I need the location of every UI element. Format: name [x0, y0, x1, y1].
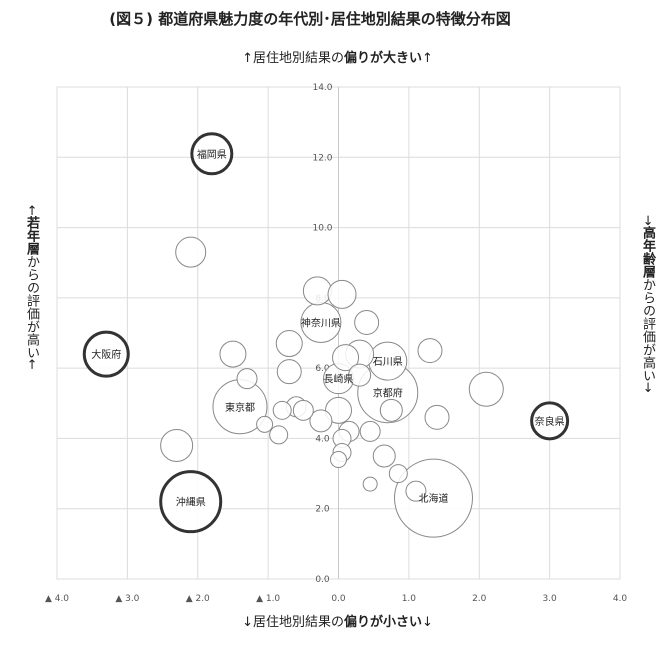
- axis-top-label: ↑居住地別結果の偏りが大きい↑: [55, 47, 620, 66]
- axis-bottom-label: ↓居住地別結果の偏りが小さい↓: [55, 611, 620, 630]
- axis-bottom-label-post: ↓: [422, 615, 433, 630]
- x-tick-label: 0.0: [331, 594, 346, 604]
- bubble: [236, 368, 258, 390]
- bubble: [325, 396, 352, 424]
- bubble: [256, 415, 274, 433]
- chart-title: (図５) 都道府県魅力度の年代別･居住地別結果の特徴分布図: [109, 10, 511, 28]
- axis-top-label-bold: 偏りが大きい: [343, 51, 422, 66]
- bubble: [362, 476, 378, 492]
- bubble-大阪府: [82, 330, 130, 378]
- bubble: [388, 464, 408, 484]
- bubble: [269, 425, 289, 445]
- bubble: [276, 359, 302, 385]
- bubble-label: 沖縄県: [176, 496, 206, 509]
- bubble: [309, 409, 333, 433]
- y-tick-label: 12.0: [312, 153, 332, 163]
- bubble-label: 石川県: [373, 356, 403, 368]
- y-tick-label: 10.0: [312, 224, 332, 234]
- bubble-label: 北海道: [419, 492, 449, 505]
- bubble: [405, 480, 427, 502]
- bubble: [332, 344, 360, 372]
- y-tick-label: 0.0: [315, 575, 330, 585]
- x-tick-label: ▲ 3.0: [115, 594, 139, 604]
- bubble: [160, 428, 194, 462]
- axis-bottom-label-bold: 偏りが小さい: [343, 615, 422, 630]
- bubble: [219, 340, 247, 368]
- axis-left-label-post: からの評価が高い←: [24, 254, 39, 370]
- bubble-label: 大阪府: [91, 348, 121, 361]
- bubble: [275, 330, 303, 358]
- y-tick-label: 14.0: [312, 83, 332, 93]
- bubble: [354, 309, 380, 335]
- x-tick-label: ▲ 1.0: [256, 594, 280, 604]
- x-tick-label: ▲ 4.0: [45, 594, 69, 604]
- bubble: [359, 420, 381, 442]
- x-tick-label: 2.0: [472, 594, 487, 604]
- bubble: [348, 363, 372, 387]
- axis-bottom-label-pre: ↓居住地別結果の: [242, 615, 344, 630]
- bubble-沖縄県: [159, 470, 223, 534]
- bubble-label: 東京都: [225, 401, 255, 414]
- axis-left-label-pre: ←: [24, 205, 39, 216]
- x-tick-label: 4.0: [613, 594, 628, 604]
- axis-right-label: →高年齢層からの評価が高い→: [638, 215, 657, 425]
- axis-right-label-bold: 高年齢層: [640, 225, 655, 278]
- bubble: [292, 399, 314, 421]
- bubble-label: 京都府: [373, 387, 403, 400]
- axis-right-label-pre: →: [640, 215, 655, 226]
- x-tick-label: 3.0: [542, 594, 557, 604]
- y-tick-label: 2.0: [315, 505, 330, 515]
- x-tick-label: 1.0: [402, 594, 417, 604]
- bubble-奈良県: [530, 401, 570, 441]
- y-tick-label: 4.0: [315, 434, 330, 444]
- bubble-label: 神奈川県: [301, 316, 341, 329]
- bubble: [424, 404, 450, 430]
- axis-left-label: ←若年層からの評価が高い←: [22, 205, 41, 395]
- axis-top-label-post: ↑: [422, 51, 433, 66]
- bubble-福岡県: [190, 132, 234, 176]
- bubble: [175, 236, 207, 268]
- bubble: [302, 276, 332, 306]
- bubble: [327, 279, 357, 309]
- bubble-label: 福岡県: [197, 148, 227, 161]
- bubble: [372, 444, 396, 468]
- x-tick-label: ▲ 2.0: [186, 594, 210, 604]
- bubble: [417, 338, 443, 364]
- bubble: [330, 451, 347, 469]
- axis-top-label-pre: ↑居住地別結果の: [242, 51, 344, 66]
- bubble-label: 長崎県: [324, 373, 354, 386]
- bubble: [379, 398, 403, 422]
- bubble: [468, 371, 504, 407]
- axis-left-label-bold: 若年層: [24, 215, 39, 255]
- axis-right-label-post: からの評価が高い→: [640, 277, 655, 393]
- bubble-北海道: [394, 458, 474, 538]
- bubble-label: 奈良県: [535, 415, 565, 428]
- y-tick-label: 6.0: [315, 364, 330, 374]
- bubble: [272, 400, 292, 420]
